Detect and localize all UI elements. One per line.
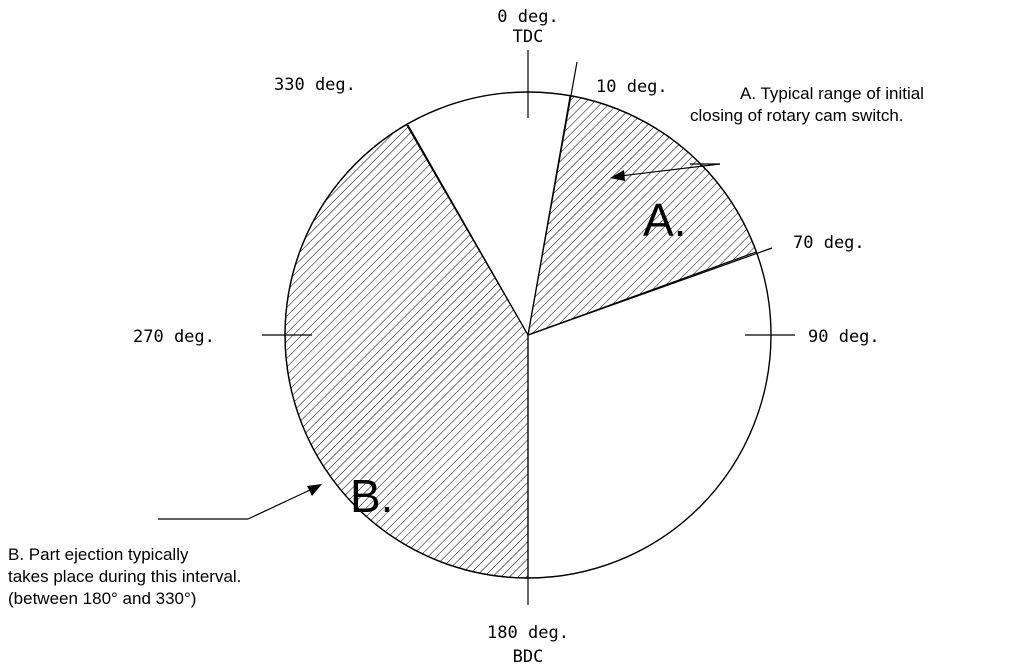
label-0-deg: 0 deg.: [497, 7, 558, 27]
leader-a-line: [619, 163, 721, 177]
note-b-line2: takes place during this interval.: [8, 567, 241, 586]
arrowhead-b: [307, 484, 322, 496]
region-a-letter: A.: [643, 194, 686, 246]
label-270-deg: 270 deg.: [133, 327, 215, 347]
line-70-deg: [527, 247, 773, 336]
note-a-line1: A. Typical range of initial: [740, 84, 924, 103]
line-330-deg: [407, 124, 529, 336]
label-10-deg: 10 deg.: [596, 77, 668, 97]
line-10-deg: [527, 61, 578, 336]
region-b-letter: B.: [350, 470, 393, 522]
note-b-line3: (between 180° and 330°): [8, 589, 196, 608]
label-70-deg: 70 deg.: [793, 233, 865, 253]
label-tdc: TDC: [513, 27, 544, 47]
label-330-deg: 330 deg.: [274, 75, 356, 95]
label-bdc: BDC: [513, 647, 544, 667]
label-90-deg: 90 deg.: [808, 327, 880, 347]
sector-b-hatched: [284, 123, 529, 579]
note-a-line2: closing of rotary cam switch.: [690, 106, 904, 125]
label-180-deg: 180 deg.: [487, 623, 569, 643]
arrowhead-a: [610, 170, 625, 181]
note-b-line1: B. Part ejection typically: [8, 545, 189, 564]
leader-b-diagonal: [247, 489, 311, 520]
